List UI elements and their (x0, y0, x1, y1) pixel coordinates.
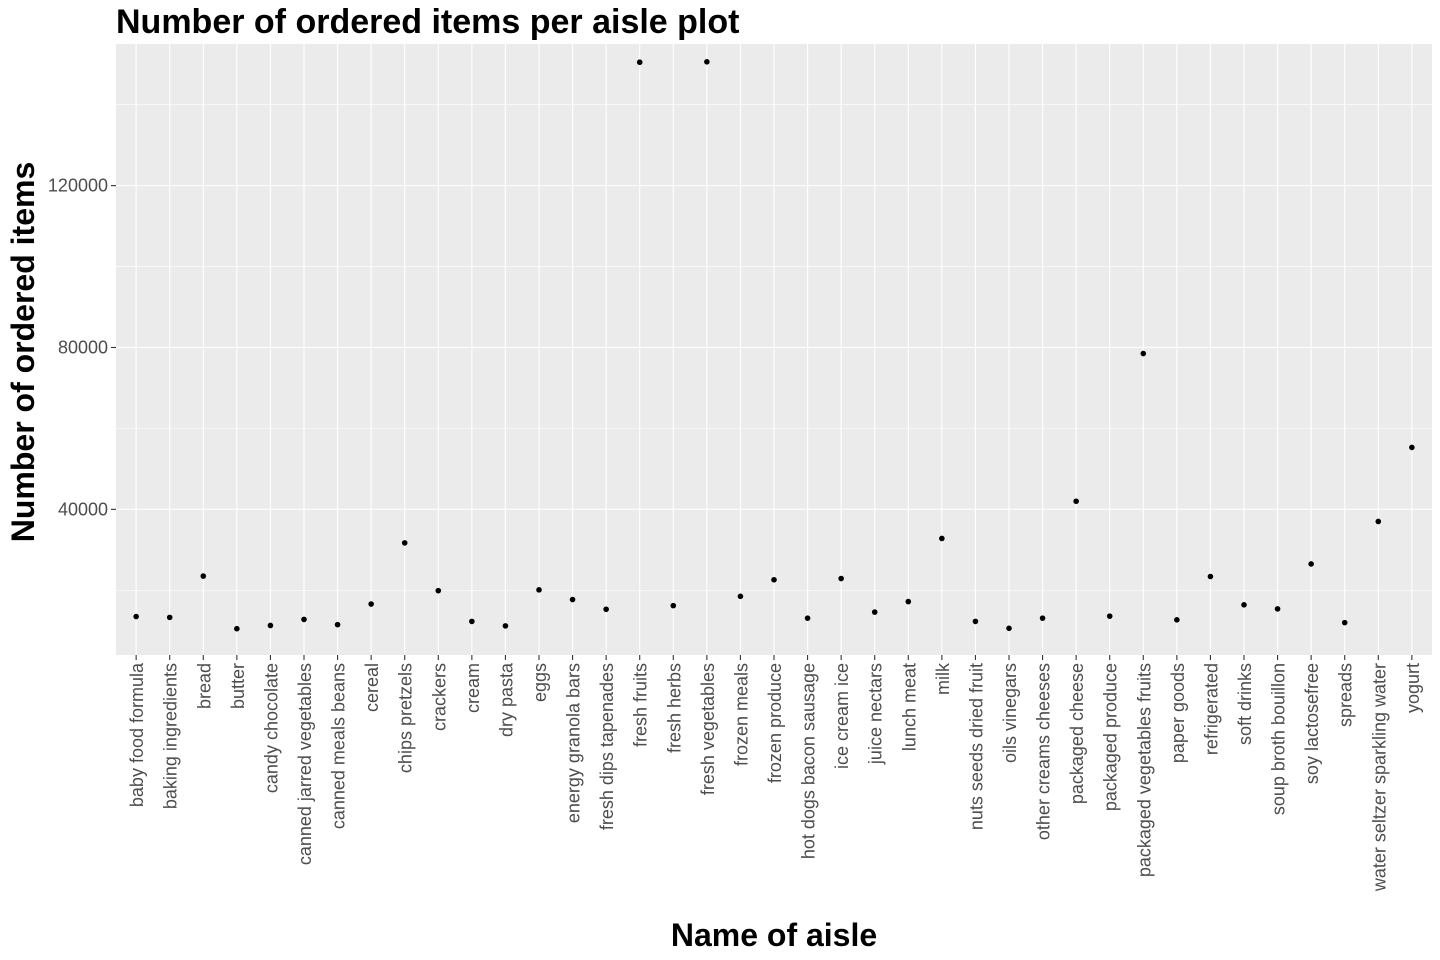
x-tick-label: soft drinks (1235, 663, 1255, 745)
data-point (469, 618, 475, 625)
x-tick-label: juice nectars (866, 663, 886, 765)
x-tick-label: crackers (429, 663, 449, 731)
x-tick-label: hot dogs bacon sausage (799, 663, 819, 859)
x-tick-label: spreads (1336, 663, 1356, 727)
x-tick-label: frozen produce (765, 663, 785, 783)
x-tick-label: canned jarred vegetables (295, 663, 315, 865)
data-point (636, 59, 643, 66)
x-tick-label: fresh fruits (631, 663, 651, 747)
x-tick-label: paper goods (1168, 663, 1188, 763)
data-point (1039, 615, 1046, 621)
x-tick-label: soy lactosefree (1302, 663, 1322, 784)
data-point (939, 535, 945, 542)
x-tick-label: butter (228, 663, 248, 709)
data-point (1174, 616, 1180, 623)
data-point (166, 614, 173, 621)
data-point (502, 623, 509, 629)
data-point (1308, 561, 1314, 567)
y-tick-labels: 40000 80000 120000 (48, 176, 108, 520)
y-axis-title: Number of ordered items (5, 162, 41, 543)
data-point (234, 625, 240, 632)
x-tick-label: fresh herbs (664, 663, 684, 753)
data-point (133, 613, 139, 620)
x-tick-label: cereal (362, 663, 382, 712)
data-point (1073, 498, 1079, 505)
x-tick-label: canned meals beans (329, 663, 349, 829)
data-point (368, 601, 374, 607)
data-point (737, 593, 744, 600)
x-tick-label: baking ingredients (161, 663, 181, 809)
data-point (435, 587, 442, 594)
data-point (1274, 606, 1281, 612)
x-tick-label: milk (933, 662, 953, 695)
x-tick-label: lunch meat (899, 663, 919, 751)
data-point (1409, 444, 1415, 451)
data-point (704, 59, 710, 65)
data-point (972, 618, 979, 625)
data-point (1006, 625, 1012, 632)
data-point (905, 598, 912, 605)
x-tick-label: yogurt (1403, 663, 1423, 713)
data-point (536, 587, 542, 593)
x-tick-label: dry pasta (496, 662, 516, 737)
x-tick-label: ice cream ice (832, 663, 852, 769)
data-point (267, 622, 274, 629)
x-axis-title: Name of aisle (671, 917, 877, 953)
x-tick-label: eggs (530, 663, 550, 702)
chart-title: Number of ordered items per aisle plot (116, 3, 739, 41)
x-tick-label: baby food formula (127, 662, 147, 807)
x-tick-label: fresh vegetables (698, 663, 718, 795)
data-point (1106, 613, 1113, 619)
data-point (838, 575, 844, 582)
data-point (569, 596, 576, 603)
data-point (1241, 602, 1247, 608)
y-tick-label: 80000 (58, 337, 108, 357)
data-point (200, 573, 207, 579)
x-tick-label: frozen meals (731, 663, 751, 766)
data-point (401, 540, 408, 546)
data-point (871, 609, 878, 615)
data-point (603, 606, 609, 613)
y-tick-label: 120000 (48, 176, 108, 196)
x-tick-label: bread (194, 663, 214, 709)
data-point (334, 621, 341, 628)
x-tick-labels: baby food formula baking ingredients bread… (127, 662, 1423, 892)
x-tick-label: energy granola bars (564, 663, 584, 823)
grid-layer (116, 44, 1432, 655)
x-tick-label: packaged vegetables fruits (1134, 663, 1154, 877)
x-tick-label: other creams cheeses (1034, 663, 1054, 840)
x-tick-label: packaged produce (1101, 663, 1121, 811)
data-point (670, 602, 677, 609)
tick-layer (111, 185, 1413, 660)
data-point (1140, 350, 1147, 357)
x-tick-label: candy chocolate (261, 663, 281, 793)
x-tick-label: water seltzer sparkling water (1369, 663, 1389, 892)
x-tick-label: cream (463, 663, 483, 713)
data-point (1375, 518, 1382, 525)
data-point (804, 615, 811, 621)
data-point (301, 616, 307, 623)
x-tick-label: packaged cheese (1067, 663, 1087, 804)
y-tick-label: 40000 (58, 499, 108, 519)
x-tick-label: nuts seeds dried fruit (966, 663, 986, 830)
x-tick-label: fresh dips tapenades (597, 663, 617, 830)
data-point (1341, 619, 1348, 626)
x-tick-label: chips pretzels (396, 663, 416, 773)
x-tick-label: oils vinegars (1000, 663, 1020, 763)
point-layer (133, 59, 1415, 632)
data-point (771, 576, 777, 583)
x-tick-label: refrigerated (1201, 663, 1221, 755)
data-point (1207, 573, 1214, 580)
x-tick-label: soup broth bouillon (1269, 663, 1289, 815)
